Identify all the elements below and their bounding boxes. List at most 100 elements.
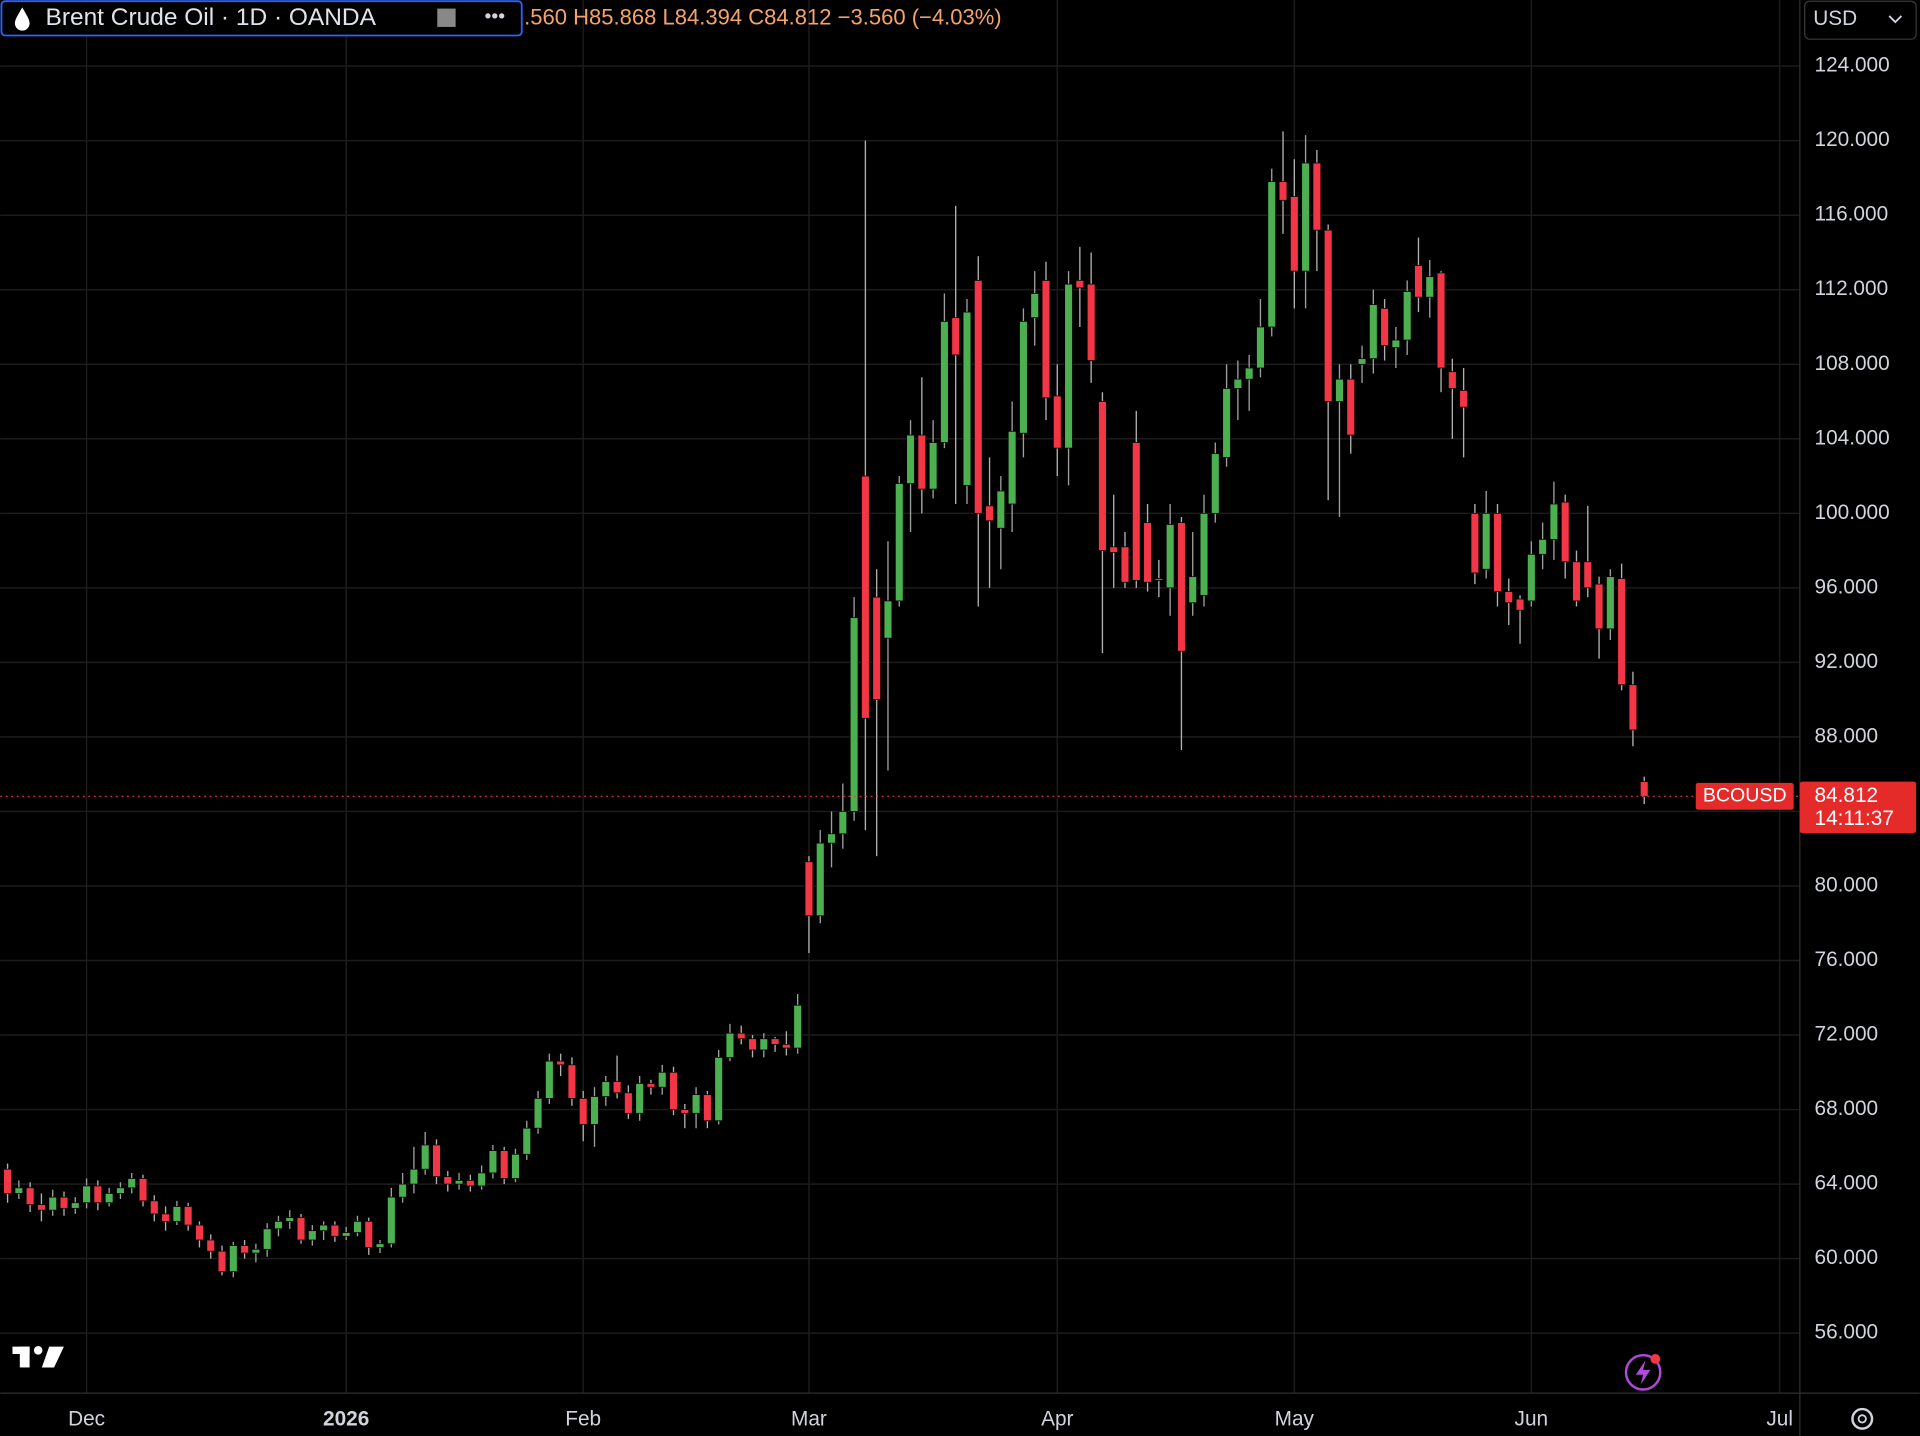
candle-body: [127, 1178, 137, 1189]
candle-body: [624, 1092, 633, 1114]
candle-body: [1177, 522, 1186, 652]
y-tick-label: 68.000: [1814, 1097, 1878, 1120]
more-icon[interactable]: •••: [485, 5, 506, 27]
candle-body: [533, 1098, 543, 1129]
candle-body: [1335, 378, 1344, 402]
candle-body: [1470, 512, 1480, 574]
candle-body: [1154, 578, 1164, 581]
candle-body: [37, 1204, 46, 1211]
candle-body: [1391, 339, 1401, 348]
y-tick-label: 56.000: [1814, 1321, 1878, 1344]
y-tick-label: 124.000: [1814, 54, 1889, 77]
candle-body: [1481, 512, 1491, 570]
y-tick-label: 108.000: [1814, 352, 1889, 375]
candle-body: [251, 1248, 261, 1254]
candle-body: [262, 1228, 272, 1250]
candle-body: [466, 1180, 475, 1187]
y-tick-label: 92.000: [1814, 650, 1878, 673]
candle-body: [996, 490, 1006, 529]
candle-body: [1007, 430, 1017, 505]
x-tick-label: 2026: [323, 1408, 369, 1431]
candle-body: [387, 1196, 396, 1245]
x-tick-label: May: [1275, 1408, 1315, 1431]
candle-body: [104, 1193, 114, 1204]
logo-part: [33, 1346, 43, 1355]
candle-body: [1075, 280, 1085, 289]
candle-body: [691, 1094, 701, 1114]
lightning-icon: [1635, 1360, 1651, 1385]
candle-body: [657, 1071, 667, 1088]
candle-body: [567, 1064, 577, 1099]
candle-body: [499, 1150, 509, 1179]
y-tick-label: 60.000: [1814, 1246, 1878, 1269]
candle-body: [861, 475, 870, 719]
candle-body: [1549, 503, 1559, 540]
candle-body: [454, 1180, 464, 1185]
title-box[interactable]: [0, 0, 523, 37]
candle-body: [409, 1168, 419, 1185]
lightning-button[interactable]: [1624, 1353, 1662, 1391]
x-tick-label: Jun: [1515, 1408, 1549, 1431]
candle-body: [1301, 162, 1310, 272]
candle-body: [736, 1032, 746, 1040]
candle-body: [838, 811, 848, 835]
candle-body: [116, 1187, 125, 1194]
legend-open: .560: [524, 4, 567, 29]
legend-close: C84.812: [748, 4, 831, 29]
candle-body: [1572, 561, 1581, 602]
candle-body: [1436, 272, 1446, 369]
y-tick-label: 88.000: [1814, 724, 1878, 747]
candle-body: [815, 842, 825, 917]
price-tag: [1799, 781, 1917, 834]
candle-body: [48, 1196, 57, 1211]
candle-body: [1448, 371, 1457, 389]
candle-body: [1244, 367, 1254, 380]
candle-body: [962, 311, 972, 486]
currency-box[interactable]: [1804, 0, 1917, 40]
candle-body: [1323, 229, 1333, 402]
axes: 56.000 60.000 64.000 68.000 72.000 76.000 80.0…: [68, 54, 1917, 1431]
candle-body: [612, 1081, 622, 1094]
candle-body: [1493, 512, 1502, 592]
candle-body: [703, 1094, 712, 1122]
candle-body: [1369, 304, 1378, 360]
legend-high: H85.868: [573, 4, 656, 29]
candle-body: [1233, 378, 1243, 389]
candle-body: [229, 1245, 238, 1273]
candle-body: [1515, 598, 1525, 611]
candle-body: [319, 1224, 328, 1232]
candle-body: [928, 442, 938, 490]
candle-body: [296, 1217, 306, 1241]
candle-body: [59, 1196, 69, 1209]
candle-body: [1402, 291, 1412, 341]
y-tick-label: 104.000: [1814, 426, 1889, 449]
candle-body: [1041, 280, 1051, 399]
candle-body: [906, 434, 915, 484]
countdown: 14:11:37: [1814, 807, 1893, 830]
candle-body: [1583, 561, 1593, 589]
candle-body: [1639, 781, 1649, 797]
candle-body: [1086, 283, 1096, 361]
symbol-tag: [1695, 782, 1794, 810]
x-tick-label: Feb: [565, 1408, 601, 1431]
flag-icon[interactable]: [437, 8, 456, 27]
chart-title: Brent Crude Oil · 1D · OANDA: [46, 4, 377, 31]
y-tick-label: 96.000: [1814, 575, 1878, 598]
candle-body: [172, 1206, 182, 1222]
candle-body: [161, 1213, 170, 1222]
candle-body: [206, 1239, 216, 1252]
candle-body: [669, 1071, 678, 1110]
candle-body: [1425, 276, 1435, 298]
symbol-label: BCOUSD: [1703, 784, 1787, 806]
candle-body: [545, 1060, 554, 1099]
candle-body: [1098, 401, 1107, 551]
notification-dot: [1650, 1353, 1661, 1364]
candle-body: [770, 1038, 780, 1045]
candle-body: [432, 1144, 441, 1178]
candle-body: [601, 1081, 611, 1097]
candle-body: [308, 1230, 317, 1241]
candle-body: [1256, 326, 1265, 369]
settings-button[interactable]: [1851, 1407, 1874, 1430]
y-tick-label: 120.000: [1814, 128, 1889, 151]
dropdown-icon: [1888, 15, 1903, 24]
